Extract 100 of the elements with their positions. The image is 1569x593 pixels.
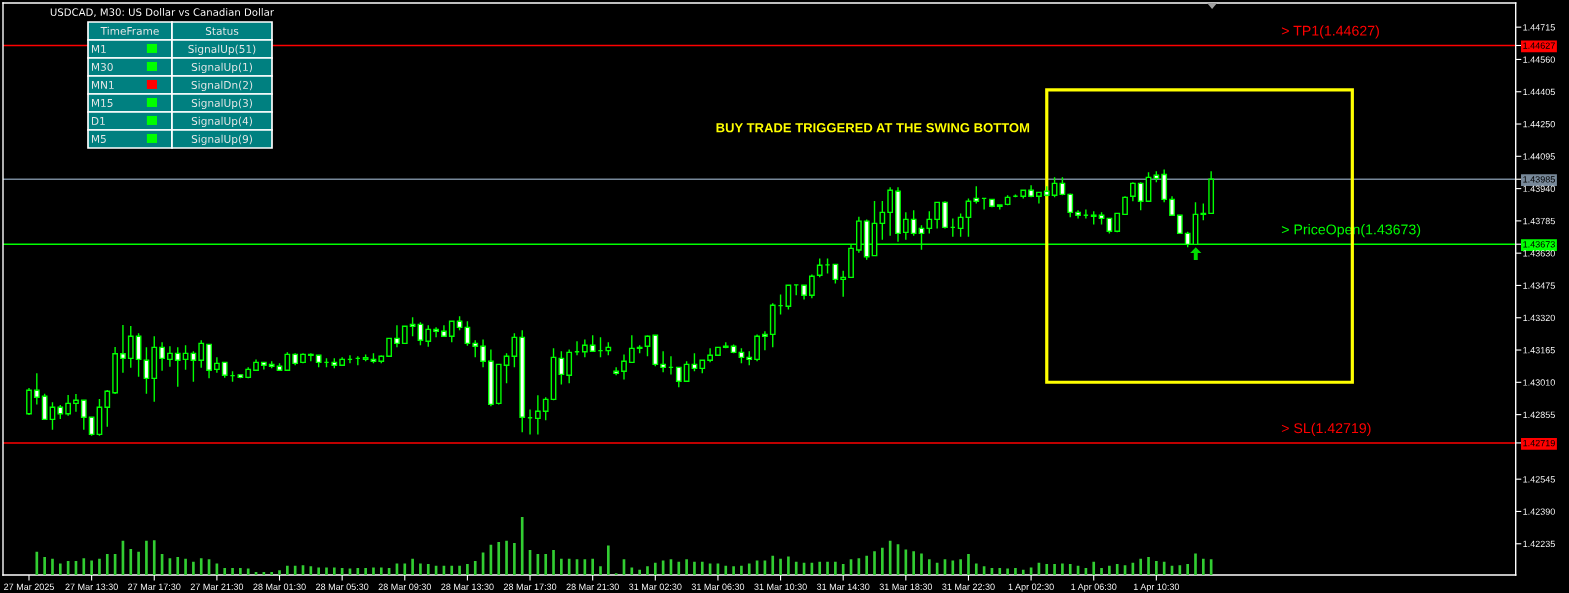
candlestick [910, 209, 917, 237]
candlestick [511, 332, 518, 369]
bar [904, 549, 908, 575]
candlestick [895, 186, 901, 243]
candlestick [1153, 170, 1160, 184]
annotation: BUY TRADE TRIGGERED AT THE SWING BOTTOM [716, 123, 1030, 133]
candlestick [143, 346, 150, 395]
bar [51, 558, 54, 575]
bar [724, 565, 728, 575]
candlestick [1208, 170, 1215, 215]
candlestick [80, 399, 87, 431]
bar [90, 560, 93, 575]
candlestick [112, 346, 118, 395]
candlestick [488, 348, 494, 407]
bar [466, 563, 469, 575]
candlestick [26, 387, 32, 416]
candlestick [777, 293, 784, 316]
y-tick-label: 1.44250 [1523, 120, 1555, 128]
candlestick [276, 362, 283, 371]
bar [129, 548, 133, 575]
y-tick-label: 1.43165 [1523, 347, 1555, 354]
bar [599, 566, 602, 575]
candlestick [292, 352, 299, 366]
bar [379, 567, 383, 575]
annotation: M5 [91, 135, 106, 143]
candlestick [613, 366, 620, 376]
annotation: D1 [91, 117, 105, 125]
x-tick-label: 27 Mar 13:30 [65, 583, 118, 590]
x-tick-label: 1 Apr 02:30 [1008, 583, 1054, 592]
candlestick [300, 352, 306, 365]
candlestick [738, 347, 745, 365]
candlestick [339, 356, 346, 366]
y-tick-label: 1.43475 [1523, 282, 1555, 289]
candlestick [182, 344, 189, 371]
bar [959, 559, 962, 575]
candlestick [401, 325, 408, 345]
candlestick [534, 394, 541, 436]
candlestick [480, 338, 486, 369]
bar [145, 540, 148, 575]
bar [1202, 558, 1205, 575]
bar [293, 565, 297, 575]
bar [278, 570, 281, 575]
candlestick [840, 269, 847, 298]
bar [818, 561, 822, 575]
bar [223, 568, 227, 575]
candlestick [456, 315, 463, 331]
bar [1139, 558, 1143, 575]
candlestick [167, 345, 173, 368]
candlestick [370, 352, 377, 365]
y-tick-label: 1.43010 [1523, 379, 1555, 386]
bar [497, 541, 501, 575]
bar [239, 568, 242, 575]
bar [176, 557, 180, 575]
candlestick [1098, 211, 1105, 226]
x-tick-label: 31 Mar 14:30 [816, 583, 870, 590]
candlestick [746, 350, 753, 366]
candlestick [441, 324, 447, 337]
bar [473, 561, 477, 575]
bar [638, 569, 641, 575]
bar [1092, 561, 1096, 575]
annotation: SignalDn(2) [191, 80, 253, 92]
bar [1186, 563, 1189, 575]
ref-line-label: > TP1(1.44627) [1281, 25, 1379, 39]
bar [1061, 563, 1064, 575]
bar [1021, 569, 1025, 575]
candlestick [762, 330, 768, 351]
bar [317, 567, 320, 575]
candlestick [88, 416, 95, 437]
x-tick-label: 28 Mar 13:30 [441, 583, 494, 590]
y-tick-label: 1.42390 [1523, 508, 1555, 515]
candlestick [668, 355, 674, 376]
annotation: M1 [91, 45, 106, 53]
annotation: SignalUp(51) [188, 44, 256, 56]
y-tick-label: 1.44560 [1523, 56, 1555, 63]
x-tick-label: 28 Mar 21:30 [566, 583, 619, 590]
candlestick [1075, 209, 1081, 220]
candlestick [1043, 185, 1050, 198]
bar [1053, 563, 1056, 575]
candlestick [566, 348, 573, 385]
candlestick [253, 358, 259, 371]
bar [1115, 563, 1119, 575]
bar [967, 554, 970, 575]
candlestick [237, 374, 244, 380]
x-tick-label: 27 Mar 2025 [4, 583, 54, 590]
bar [98, 558, 101, 575]
candlestick [104, 389, 111, 428]
bar [184, 558, 187, 575]
candlestick [409, 316, 416, 337]
candlestick [284, 351, 291, 371]
bar [888, 540, 892, 575]
candlestick [1051, 176, 1058, 199]
bar [567, 558, 571, 575]
x-tick-label: 31 Mar 18:30 [879, 583, 933, 590]
candlestick [229, 370, 236, 383]
x-tick-label: 28 Mar 09:30 [378, 583, 432, 590]
bar [1162, 561, 1166, 575]
x-tick-label: 27 Mar 21:30 [190, 583, 244, 590]
bar [325, 567, 328, 575]
x-tick-label: 31 Mar 22:30 [942, 583, 995, 590]
bar [826, 561, 829, 575]
